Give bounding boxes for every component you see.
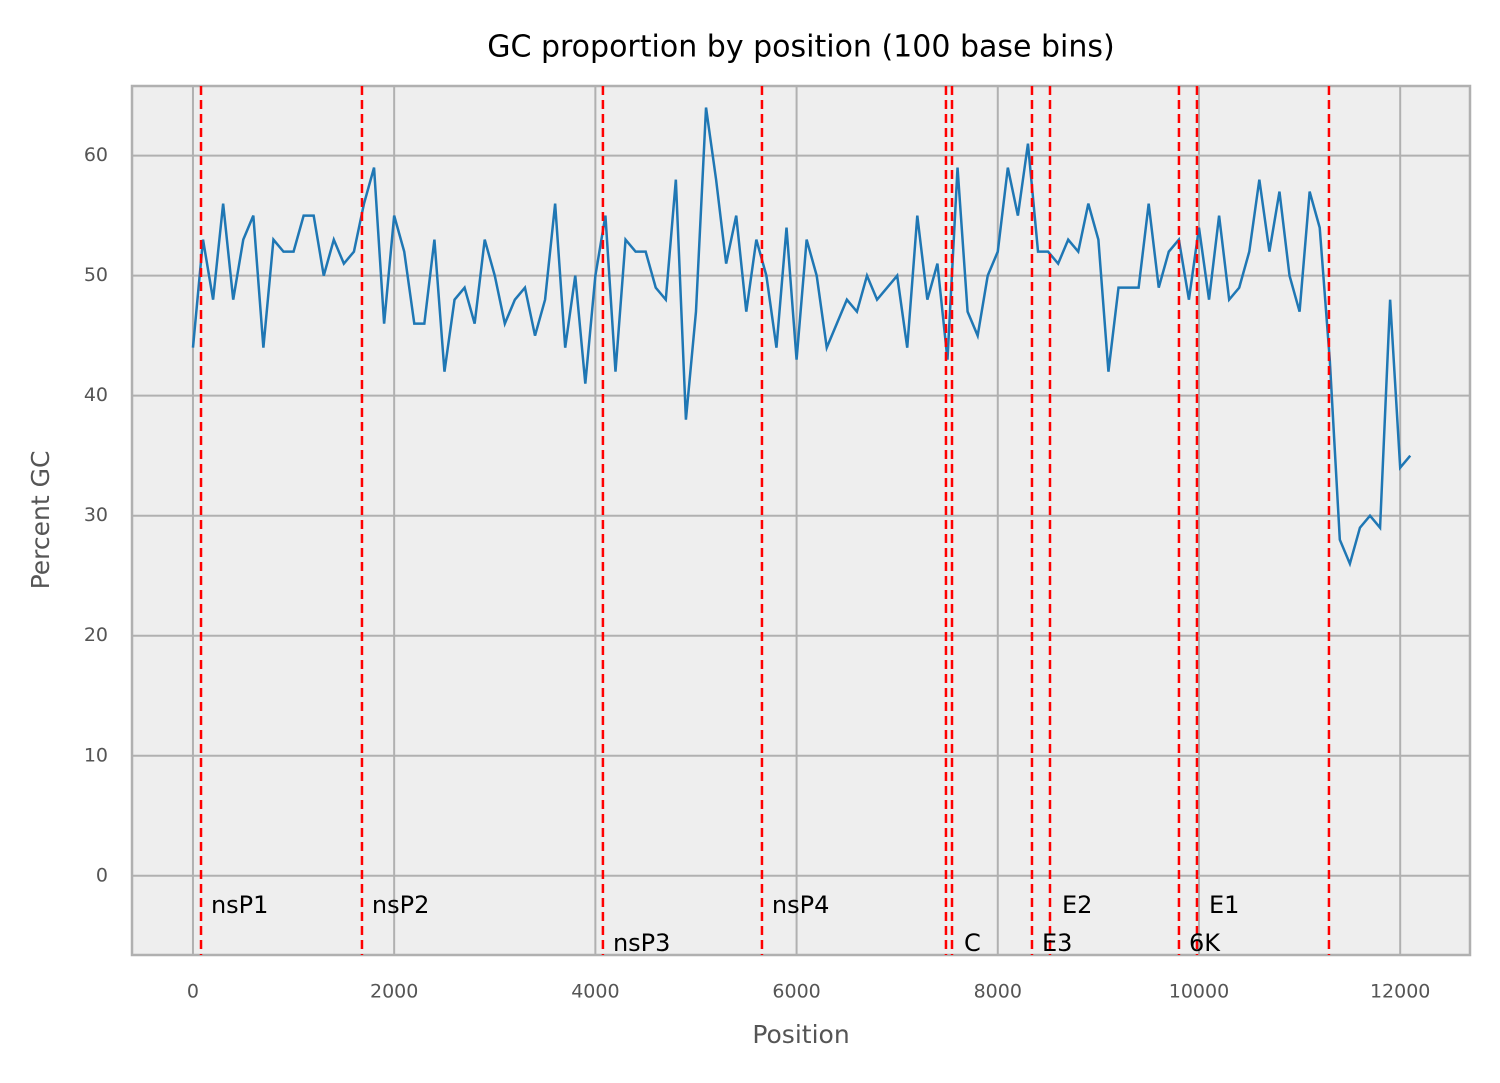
x-tick-label: 6000 [772,981,820,1003]
gene-label: E2 [1062,891,1092,919]
y-tick-label: 60 [84,144,108,166]
y-tick-label: 10 [84,744,108,766]
gene-label: nsP3 [613,929,670,957]
gene-label: nsP4 [772,891,829,919]
x-tick-label: 8000 [974,981,1022,1003]
gene-label: C [964,929,981,957]
gene-label: nsP1 [211,891,268,919]
chart-title: GC proportion by position (100 base bins… [487,30,1115,65]
x-axis-label: Position [752,1020,849,1049]
gene-label: 6K [1189,929,1221,957]
gene-label: E1 [1209,891,1239,919]
y-tick-label: 20 [84,624,108,646]
y-axis-label: Percent GC [26,451,55,590]
x-tick-label: 12000 [1370,981,1430,1003]
x-tick-label: 10000 [1169,981,1229,1003]
plot-background [132,86,1470,955]
y-tick-label: 50 [84,264,108,286]
gene-label: nsP2 [372,891,429,919]
y-tick-label: 30 [84,504,108,526]
x-tick-label: 4000 [571,981,619,1003]
gene-label: E3 [1042,929,1072,957]
x-tick-label: 0 [187,981,199,1003]
data-line [191,107,1412,568]
y-tick-label: 40 [84,384,108,406]
plot-frame [130,84,1472,957]
x-tick-label: 2000 [370,981,418,1003]
y-tick-label: 0 [96,864,108,886]
